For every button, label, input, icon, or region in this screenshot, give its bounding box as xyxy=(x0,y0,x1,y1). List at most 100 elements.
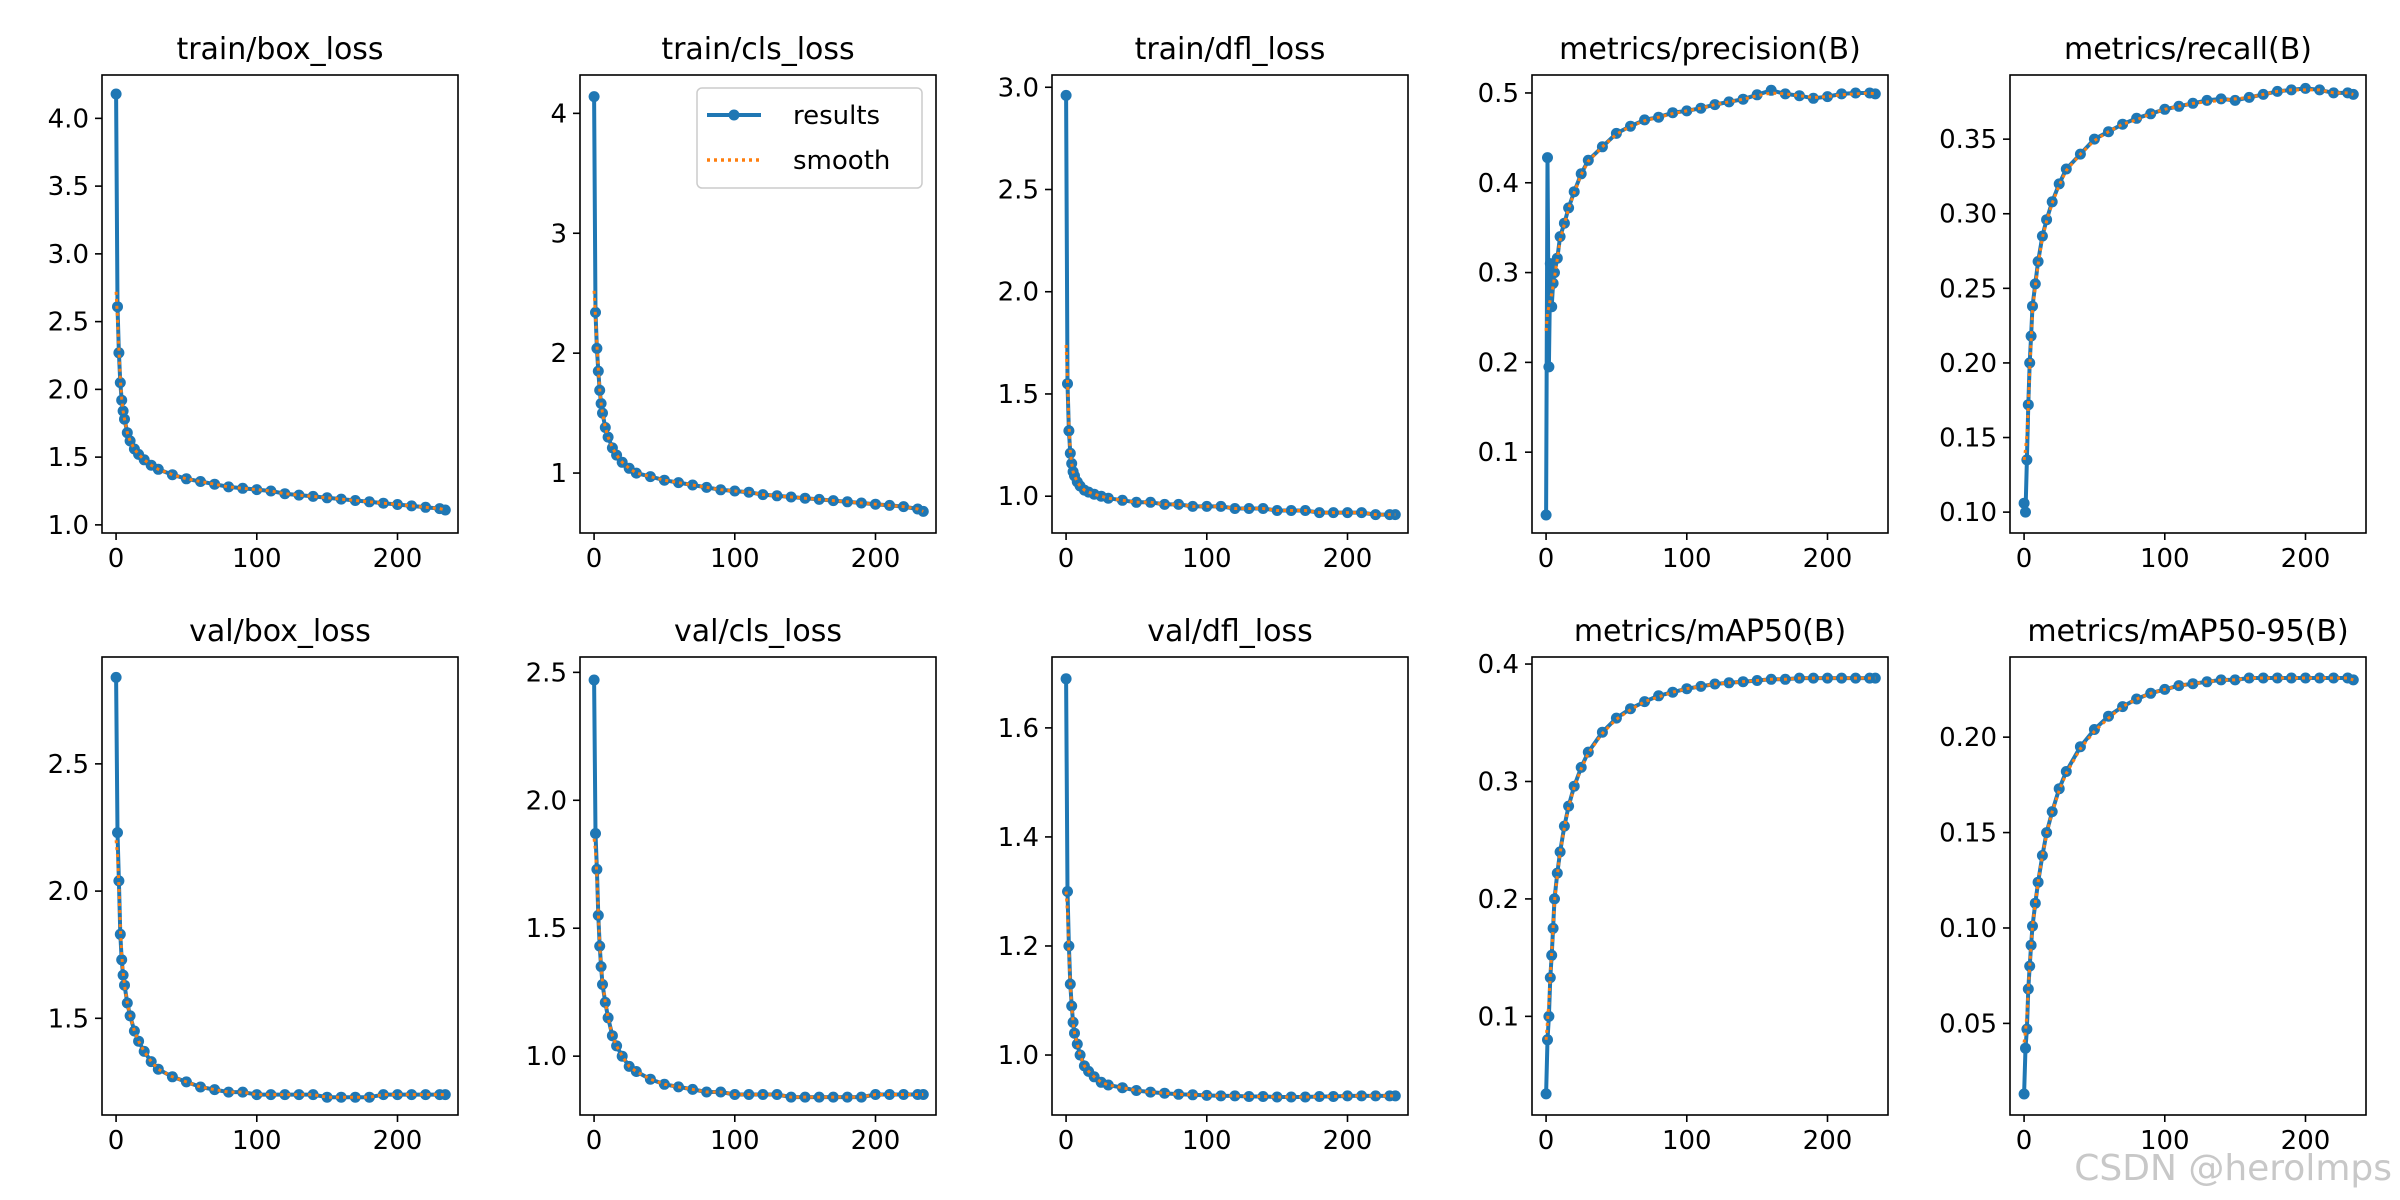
results-data-point xyxy=(658,474,670,486)
results-data-point xyxy=(630,1066,642,1077)
results-data-point xyxy=(1062,378,1073,390)
results-data-point xyxy=(138,1045,150,1057)
smooth-series-line xyxy=(2022,88,2354,461)
results-data-point xyxy=(701,481,713,493)
results-data-point xyxy=(406,1089,418,1101)
results-data-point xyxy=(1215,1090,1227,1102)
results-data-point xyxy=(1695,102,1707,114)
results-data-point xyxy=(1299,1091,1311,1103)
results-data-point xyxy=(307,1089,319,1101)
results-data-point xyxy=(1074,1049,1086,1061)
chart-title: val/cls_loss xyxy=(674,614,842,649)
x-tick-label: 100 xyxy=(1182,1126,1232,1156)
chart-title: train/dfl_loss xyxy=(1135,32,1326,67)
results-data-point xyxy=(1067,1016,1079,1028)
results-data-point xyxy=(1709,99,1721,111)
y-tick-label: 2.0 xyxy=(48,375,89,405)
results-data-point xyxy=(195,476,206,487)
results-data-point xyxy=(392,499,403,510)
y-tick-label: 0.35 xyxy=(1939,125,1997,155)
chart-title: val/dfl_loss xyxy=(1147,614,1312,649)
x-tick-label: 100 xyxy=(710,544,760,574)
chart-title: metrics/precision(B) xyxy=(1559,32,1861,67)
axes-frame xyxy=(2009,74,2367,534)
results-data-point xyxy=(2020,506,2031,518)
results-data-point xyxy=(113,347,125,359)
results-data-point xyxy=(1869,88,1881,100)
results-data-point xyxy=(2243,672,2255,684)
results-data-point xyxy=(597,979,608,990)
y-tick-label: 2.5 xyxy=(48,308,89,338)
results-data-point xyxy=(592,365,604,377)
y-tick-label: 2.0 xyxy=(998,278,1039,308)
results-data-point xyxy=(2024,960,2036,972)
results-data-point xyxy=(1342,1090,1353,1102)
y-tick-label: 0.1 xyxy=(1478,438,1519,468)
results-data-point xyxy=(1102,1079,1114,1091)
chart-panel-7: 0 100 200 1.0 1.2 1.4 1.6 val/dfl_loss xyxy=(998,614,1409,1156)
results-data-point xyxy=(2117,701,2129,713)
x-tick-label: 200 xyxy=(373,1126,423,1156)
results-data-point xyxy=(293,489,305,501)
x-tick-label: 200 xyxy=(373,544,423,574)
results-data-point xyxy=(237,482,249,494)
y-tick-label: 0.4 xyxy=(1478,650,1519,680)
results-data-point xyxy=(2041,214,2053,226)
y-tick-label: 1.0 xyxy=(998,482,1039,512)
y-tick-label: 1.0 xyxy=(48,511,89,541)
results-data-point xyxy=(349,1091,361,1103)
results-data-point xyxy=(602,1012,614,1024)
x-tick-label: 0 xyxy=(586,1126,603,1156)
x-tick-label: 100 xyxy=(1662,1126,1712,1156)
chart-title: metrics/mAP50(B) xyxy=(1574,614,1846,649)
results-data-point xyxy=(363,496,375,508)
results-data-point xyxy=(1554,846,1566,858)
results-data-point xyxy=(321,1091,333,1103)
y-tick-label: 1.4 xyxy=(998,823,1039,853)
y-tick-label: 1.5 xyxy=(48,1004,89,1034)
results-data-point xyxy=(1159,1087,1171,1099)
y-tick-label: 1.0 xyxy=(998,1041,1039,1071)
results-data-point xyxy=(1064,447,1076,459)
chart-panel-0: 0 100 200 1.0 1.5 2.0 2.5 3.0 3.5 4.0 train/box_lo… xyxy=(48,32,459,574)
results-data-point xyxy=(124,435,136,447)
results-data-point xyxy=(1071,1038,1083,1050)
results-data-point xyxy=(2024,357,2036,369)
y-tick-label: 2.5 xyxy=(48,750,89,780)
y-tick-label: 0.3 xyxy=(1478,259,1519,289)
watermark-text: CSDN @herolmps xyxy=(2074,1148,2392,1189)
y-tick-label: 1.2 xyxy=(998,932,1039,962)
results-data-point xyxy=(420,1089,432,1101)
x-tick-label: 200 xyxy=(851,1126,901,1156)
axes-frame xyxy=(579,656,937,1116)
y-tick-label: 4 xyxy=(550,99,567,129)
y-tick-label: 0.2 xyxy=(1478,885,1519,915)
results-data-point xyxy=(2029,897,2041,909)
y-tick-label: 2.0 xyxy=(526,786,567,816)
y-tick-label: 0.1 xyxy=(1478,1002,1519,1032)
x-tick-label: 100 xyxy=(232,1126,282,1156)
results-data-point xyxy=(1229,1090,1241,1102)
chart-panel-2: 0 100 200 1.0 1.5 2.0 2.5 3.0 train/dfl_loss xyxy=(998,32,1409,574)
x-tick-label: 0 xyxy=(108,544,125,574)
results-data-point xyxy=(1737,93,1749,105)
results-data-point xyxy=(673,477,684,489)
results-data-point xyxy=(1063,940,1075,952)
results-data-point xyxy=(335,493,347,505)
y-tick-label: 0.05 xyxy=(1939,1009,1997,1039)
y-tick-label: 4.0 xyxy=(48,104,89,134)
results-data-point xyxy=(1667,686,1679,698)
results-data-point xyxy=(1356,1090,1368,1102)
results-data-point xyxy=(2131,693,2143,705)
y-tick-label: 0.4 xyxy=(1478,169,1519,199)
y-tick-label: 0.15 xyxy=(1939,424,1997,454)
results-data-point xyxy=(2271,672,2283,684)
chart-panel-9: 0 100 200 0.05 0.10 0.15 0.20 metrics/mAP50-95(… xyxy=(1939,614,2367,1156)
chart-panel-4: 0 100 200 0.10 0.15 0.20 0.25 0.30 0.35 metrics/r… xyxy=(1939,32,2367,574)
results-data-point xyxy=(307,490,319,502)
y-tick-label: 0.10 xyxy=(1939,498,1997,528)
results-data-point xyxy=(251,484,263,496)
results-data-point xyxy=(1544,972,1556,984)
results-data-point xyxy=(917,505,929,517)
